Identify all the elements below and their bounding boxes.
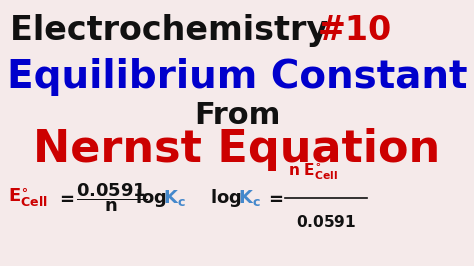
Text: $\mathbf{\dfrac{0.0591}{n}}$: $\mathbf{\dfrac{0.0591}{n}}$ bbox=[76, 182, 147, 214]
Text: $\mathbf{log}$: $\mathbf{log}$ bbox=[210, 187, 242, 209]
Text: $\mathbf{K_c}$: $\mathbf{K_c}$ bbox=[163, 188, 186, 208]
Text: $\mathbf{n\ E^{\circ}_{Cell}}$: $\mathbf{n\ E^{\circ}_{Cell}}$ bbox=[288, 161, 338, 182]
Text: $\mathbf{=}$: $\mathbf{=}$ bbox=[56, 189, 74, 207]
Text: $\mathbf{E^{\circ}_{Cell}}$: $\mathbf{E^{\circ}_{Cell}}$ bbox=[8, 187, 48, 209]
Text: $\mathbf{K_c}$: $\mathbf{K_c}$ bbox=[238, 188, 261, 208]
Text: $\mathbf{=}$: $\mathbf{=}$ bbox=[265, 189, 283, 207]
Text: Nernst Equation: Nernst Equation bbox=[33, 128, 441, 171]
Text: Electrochemistry: Electrochemistry bbox=[10, 14, 340, 47]
Text: $\mathbf{0.0591}$: $\mathbf{0.0591}$ bbox=[296, 214, 356, 230]
Text: #10: #10 bbox=[318, 14, 392, 47]
Text: Equilibrium Constant: Equilibrium Constant bbox=[7, 58, 467, 96]
Text: $\mathbf{log}$: $\mathbf{log}$ bbox=[135, 187, 167, 209]
Text: From: From bbox=[194, 101, 280, 130]
